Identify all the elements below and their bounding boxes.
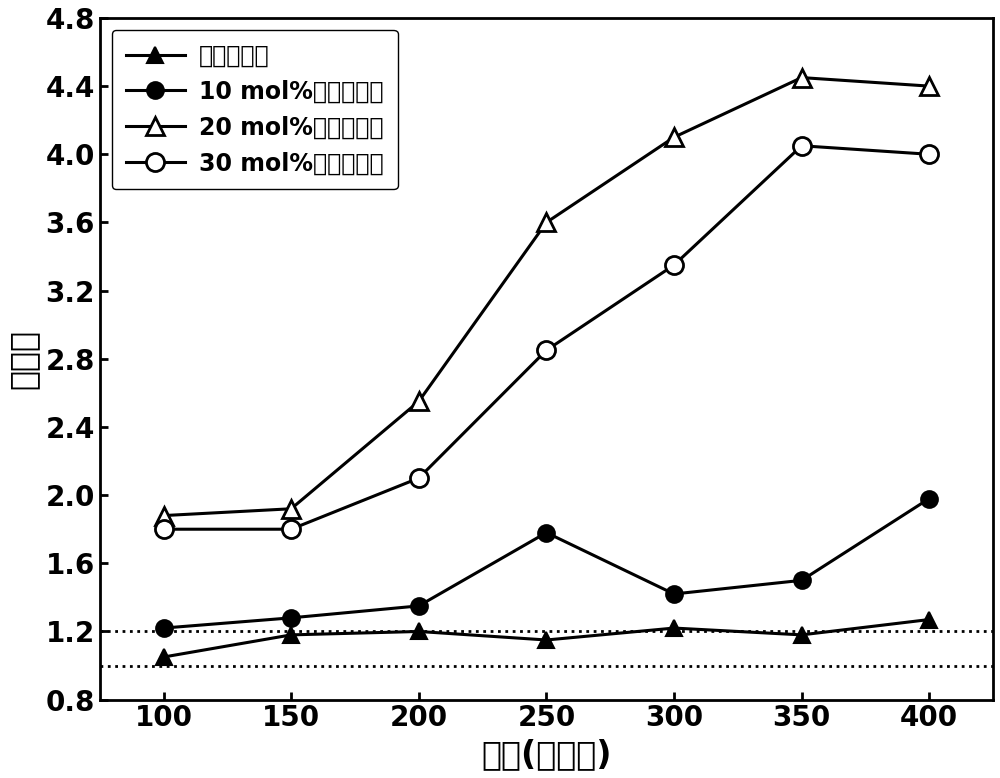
- Line: 纯二氧化锡: 纯二氧化锡: [155, 612, 938, 665]
- 30 mol%锅二氧化锡: [668, 261, 680, 270]
- 20 mol%锅二氧化锡: [540, 218, 552, 227]
- Line: 20 mol%锅二氧化锡: 20 mol%锅二氧化锡: [155, 68, 938, 524]
- 20 mol%锅二氧化锡: [796, 73, 808, 82]
- 30 mol%锅二氧化锡: [285, 524, 297, 534]
- 30 mol%锅二氧化锡: [540, 345, 552, 355]
- 纯二氧化锡: [413, 627, 425, 636]
- 10 mol%锅二氧化锡: [413, 601, 425, 611]
- Y-axis label: 灵敏度: 灵敏度: [7, 329, 40, 389]
- 纯二氧化锡: [668, 623, 680, 633]
- 20 mol%锅二氧化锡: [668, 132, 680, 142]
- 10 mol%锅二氧化锡: [158, 623, 170, 633]
- 20 mol%锅二氧化锡: [413, 397, 425, 406]
- 30 mol%锅二氧化锡: [923, 149, 935, 159]
- Line: 30 mol%锅二氧化锡: 30 mol%锅二氧化锡: [155, 137, 938, 538]
- X-axis label: 温度(摄氏度): 温度(摄氏度): [481, 738, 612, 771]
- 纯二氧化锡: [540, 636, 552, 645]
- 20 mol%锅二氧化锡: [923, 82, 935, 91]
- 10 mol%锅二氧化锡: [540, 528, 552, 538]
- 10 mol%锅二氧化锡: [285, 613, 297, 622]
- 纯二氧化锡: [923, 615, 935, 624]
- 20 mol%锅二氧化锡: [158, 511, 170, 520]
- 30 mol%锅二氧化锡: [796, 141, 808, 150]
- 30 mol%锅二氧化锡: [158, 524, 170, 534]
- 10 mol%锅二氧化锡: [668, 589, 680, 598]
- 10 mol%锅二氧化锡: [796, 576, 808, 585]
- 纯二氧化锡: [796, 630, 808, 640]
- 10 mol%锅二氧化锡: [923, 494, 935, 503]
- Legend: 纯二氧化锡, 10 mol%锅二氧化锡, 20 mol%锅二氧化锡, 30 mol%锅二氧化锡: 纯二氧化锡, 10 mol%锅二氧化锡, 20 mol%锅二氧化锡, 30 mo…: [112, 30, 398, 190]
- Line: 10 mol%锅二氧化锡: 10 mol%锅二氧化锡: [155, 490, 938, 636]
- 纯二氧化锡: [158, 653, 170, 662]
- 纯二氧化锡: [285, 630, 297, 640]
- 20 mol%锅二氧化锡: [285, 504, 297, 513]
- 30 mol%锅二氧化锡: [413, 474, 425, 483]
